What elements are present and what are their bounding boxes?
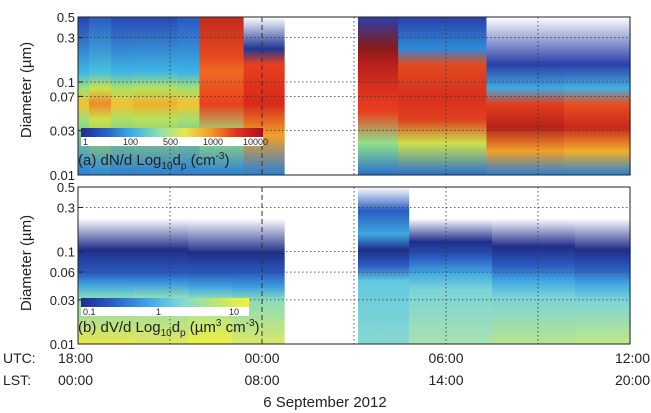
data-gap: [284, 187, 358, 344]
heatmap-column: [486, 17, 565, 175]
colorbar-tick-label: 100: [123, 137, 138, 147]
y-tick-label: 0.03: [50, 124, 75, 139]
x-tick-label-utc: 18:00: [58, 350, 93, 366]
y-tick-label: 0.1: [57, 75, 75, 90]
y-tick-label: 0.3: [57, 31, 75, 46]
panel-a-heatmap: [78, 17, 631, 175]
colorbar-tick-label: 500: [163, 137, 178, 147]
heatmap-column: [409, 187, 493, 344]
heatmap-column: [133, 187, 189, 344]
colorbar-tick-label: 10: [229, 307, 239, 317]
lst-prefix: LST:: [3, 372, 31, 388]
colorbar-tick-label: 10000: [243, 137, 268, 147]
y-tick-label: 0.3: [57, 201, 75, 216]
panel-a-colorbar: 1 100 500 1000 10000: [81, 128, 268, 147]
utc-prefix: UTC:: [3, 350, 36, 366]
x-tick-label-lst: 20:00: [615, 372, 650, 388]
heatmap-column: [78, 187, 134, 344]
x-tick-label-utc: 06:00: [428, 350, 463, 366]
heatmap-column: [188, 187, 234, 344]
y-tick-label: 0.06: [50, 265, 75, 280]
heatmap-column: [398, 17, 488, 175]
colorbar-ramp: [81, 128, 263, 137]
y-tick-label: 0.01: [50, 337, 75, 352]
colorbar-tick-label: 0.1: [83, 307, 96, 317]
y-tick-label: 0.07: [50, 89, 75, 104]
x-axis: UTC: LST: 18:00 00:00 00:00 08:00 06:00 14:00…: [3, 350, 650, 411]
panel-a: Diameter (µm) 0.5 0.3 0.10.07 0.03 0.01 1 100…: [18, 10, 631, 183]
heatmap-column: [199, 17, 245, 175]
panel-a-label: (a) dN/d Log10dp (cm-3): [78, 151, 230, 172]
x-tick-label-utc: 12:00: [615, 350, 650, 366]
heatmap-column: [133, 17, 178, 175]
heatmap-column: [78, 17, 90, 175]
y-tick-label: 0.01: [50, 168, 75, 183]
x-tick-label-lst: 14:00: [428, 372, 463, 388]
colorbar-tick-label: 1000: [203, 137, 223, 147]
heatmap-column: [492, 187, 576, 344]
colorbar-tick-label: 1: [156, 307, 161, 317]
y-tick-label: 0.03: [50, 293, 75, 308]
y-tick-label: 0.5: [57, 10, 75, 25]
colorbar-label-backdrop: [81, 137, 263, 146]
panel-b-heatmap: [78, 187, 631, 344]
panel-b-label: (b) dV/d Log10dp (µm3 cm-3): [78, 318, 260, 339]
colorbar-tick-label: 1: [83, 137, 88, 147]
colorbar-label-backdrop: [81, 307, 249, 316]
x-tick-label-lst: 08:00: [244, 372, 279, 388]
heatmap-column: [574, 187, 631, 344]
panel-b-ylabel: Diameter (µm): [18, 215, 35, 311]
date-label: 6 September 2012: [263, 394, 386, 411]
panel-b-yaxis: 0.5 0.3 0.1 0.06 0.03 0.01: [50, 180, 83, 352]
panel-b-colorbar: 0.1 1 10: [81, 298, 249, 317]
panel-a-yaxis: 0.5 0.3 0.10.07 0.03 0.01: [50, 10, 83, 183]
data-gap: [284, 17, 358, 175]
y-tick-label: 0.5: [57, 180, 75, 195]
panel-b-frame: [77, 186, 631, 345]
x-tick-label-lst: 00:00: [58, 372, 93, 388]
x-tick-labels: 18:00 00:00 00:00 08:00 06:00 14:00 12:00 20:00: [58, 350, 650, 388]
panel-a-frame: [77, 16, 631, 176]
y-tick-label: 0.1: [57, 245, 75, 260]
x-tick-label-utc: 00:00: [244, 350, 279, 366]
colorbar-ramp: [81, 298, 249, 307]
panel-a-ylabel: Diameter (µm): [18, 42, 35, 138]
heatmap-column: [563, 17, 631, 175]
panel-b: Diameter (µm) 0.5 0.3 0.1 0.06 0.03 0.01 0.1 1…: [18, 180, 631, 352]
